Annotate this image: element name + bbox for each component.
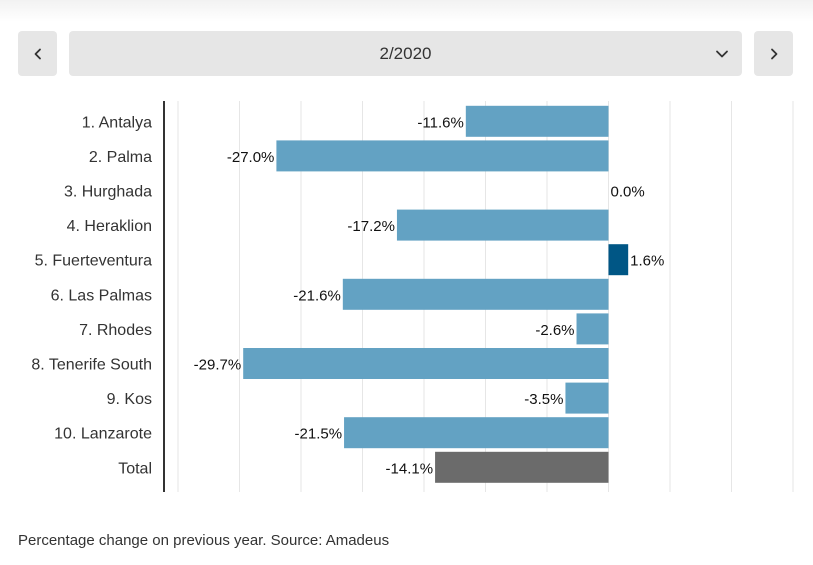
chevron-down-icon bbox=[716, 50, 728, 58]
bar bbox=[435, 451, 609, 483]
value-label: -14.1% bbox=[386, 460, 434, 477]
category-label: 10. Lanzarote bbox=[54, 426, 152, 443]
value-label: -21.6% bbox=[293, 287, 341, 304]
category-label: 3. Hurghada bbox=[64, 184, 152, 201]
chevron-left-icon bbox=[34, 48, 41, 59]
value-label: -17.2% bbox=[347, 218, 395, 235]
bar bbox=[576, 313, 609, 345]
bar bbox=[243, 348, 609, 379]
period-value: 2/2020 bbox=[379, 43, 432, 63]
bar bbox=[276, 140, 609, 172]
category-label: 6. Las Palmas bbox=[51, 287, 152, 304]
value-label: -29.7% bbox=[194, 357, 242, 374]
category-label: 5. Fuerteventura bbox=[35, 253, 153, 270]
value-label: -3.5% bbox=[524, 391, 563, 408]
period-select[interactable]: 2/2020 bbox=[69, 31, 742, 76]
top-shadow bbox=[0, 0, 813, 22]
value-label: 0.0% bbox=[611, 184, 645, 201]
bar bbox=[344, 417, 609, 449]
value-label: -21.5% bbox=[295, 426, 343, 443]
footnote: Percentage change on previous year. Sour… bbox=[18, 532, 390, 549]
bar bbox=[396, 209, 609, 241]
bar bbox=[608, 244, 629, 276]
category-label: 4. Heraklion bbox=[67, 218, 152, 235]
bar-chart: 1. Antalya -11.6% 2. Palma -27.0% 3. Hurghad… bbox=[31, 101, 794, 492]
value-label: -27.0% bbox=[227, 149, 275, 166]
category-label: 1. Antalya bbox=[82, 114, 152, 131]
category-label: Total bbox=[118, 460, 152, 477]
value-label: -11.6% bbox=[417, 114, 463, 131]
value-label: -2.6% bbox=[535, 322, 574, 339]
value-label: 1.6% bbox=[630, 253, 664, 270]
category-label: 9. Kos bbox=[107, 391, 152, 408]
category-label: 8. Tenerife South bbox=[31, 357, 152, 374]
bar bbox=[565, 382, 609, 414]
next-period-button[interactable] bbox=[754, 31, 793, 76]
bar bbox=[342, 278, 609, 310]
bar bbox=[465, 105, 609, 137]
previous-period-button[interactable] bbox=[18, 31, 57, 76]
category-label: 2. Palma bbox=[89, 149, 152, 166]
chevron-right-icon bbox=[770, 48, 777, 59]
category-label: 7. Rhodes bbox=[79, 322, 152, 339]
